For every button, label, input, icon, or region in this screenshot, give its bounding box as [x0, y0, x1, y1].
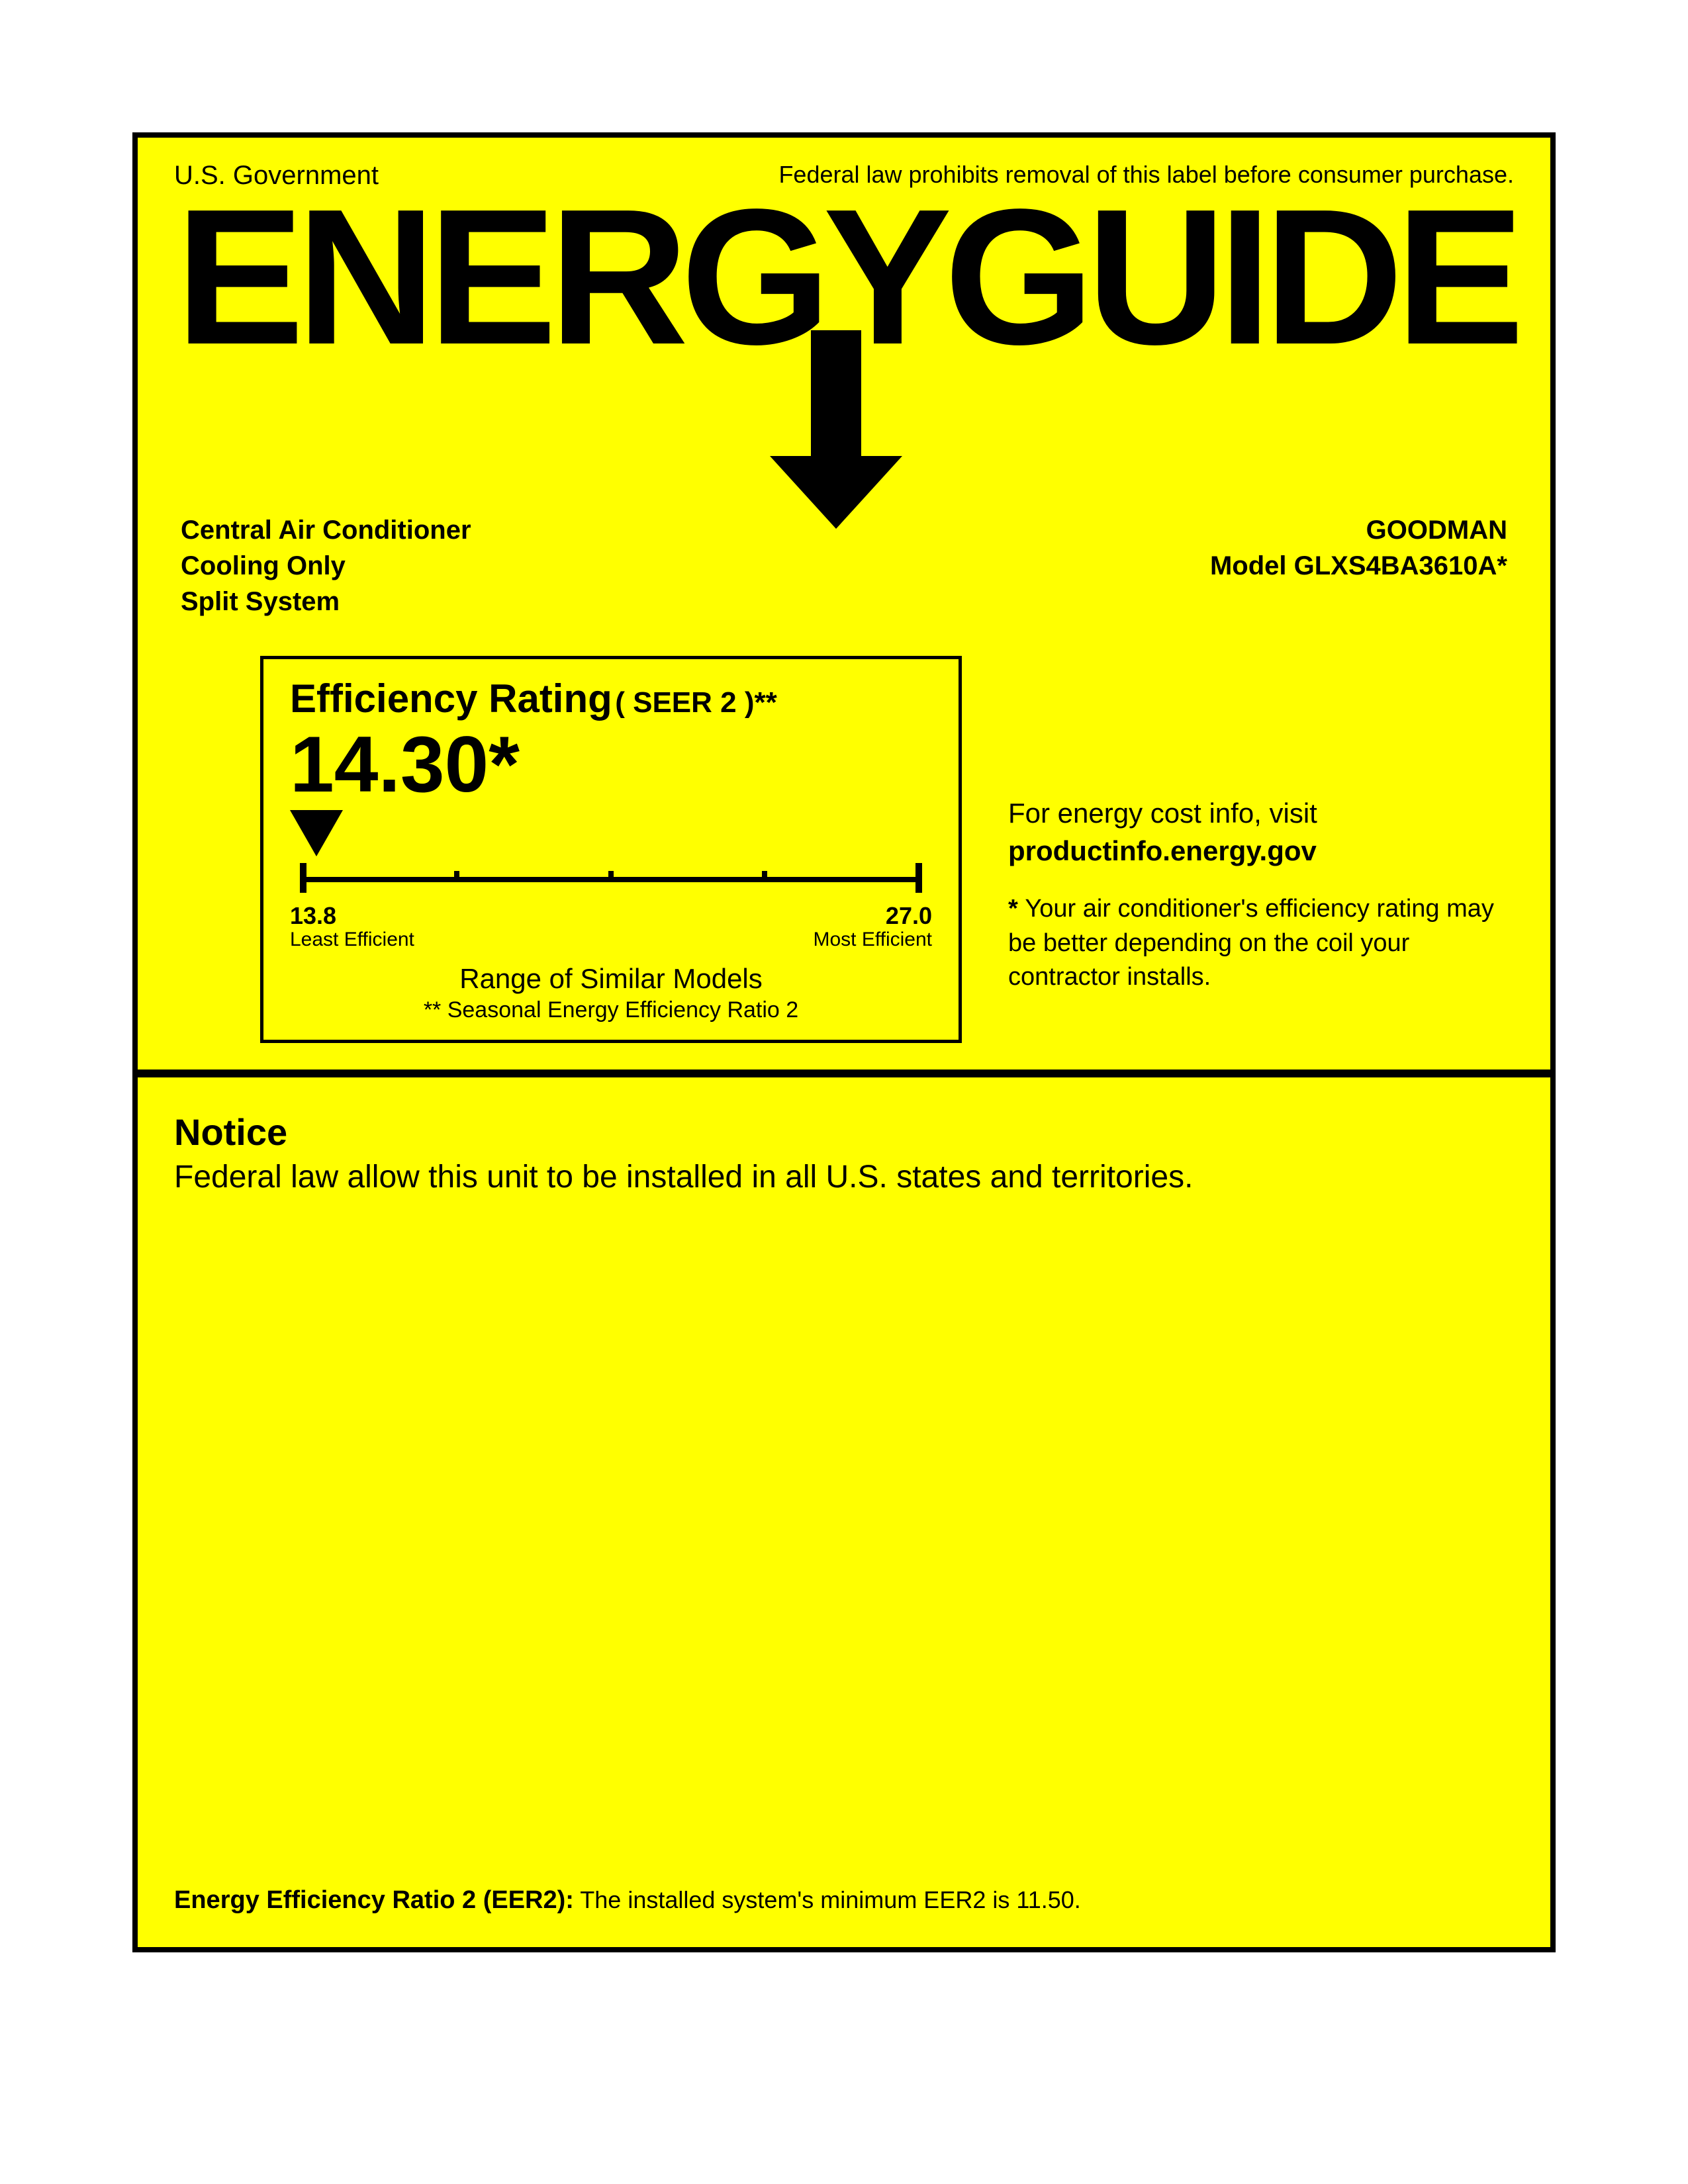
efficiency-title-row: Efficiency Rating ( SEER 2 )** [290, 676, 932, 721]
top-section: U.S. Government Federal law prohibits re… [138, 138, 1550, 1069]
scale-max-value: 27.0 [886, 902, 932, 930]
notice-heading: Notice [174, 1111, 1514, 1154]
eer-line: Energy Efficiency Ratio 2 (EER2): The in… [174, 1886, 1081, 1915]
scale-min-value: 13.8 [290, 902, 336, 930]
efficiency-side: For energy cost info, visit productinfo.… [1008, 656, 1514, 994]
header-row: U.S. Government Federal law prohibits re… [174, 161, 1514, 191]
footnote-text: Your air conditioner's efficiency rating… [1008, 895, 1494, 991]
cost-info-url: productinfo.energy.gov [1008, 833, 1514, 870]
efficiency-title-sub: ( SEER 2 )** [615, 686, 777, 719]
government-text: U.S. Government [174, 161, 379, 191]
bottom-section: Notice Federal law allow this unit to be… [138, 1077, 1550, 1944]
efficiency-footnote: * Your air conditioner's efficiency rati… [1008, 892, 1514, 994]
range-caption: Range of Similar Models [290, 963, 932, 995]
page: U.S. Government Federal law prohibits re… [0, 0, 1688, 2184]
energyguide-label: U.S. Government Federal law prohibits re… [132, 132, 1556, 1952]
scale-numbers: 13.8 27.0 [290, 902, 932, 930]
range-subcaption: ** Seasonal Energy Efficiency Ratio 2 [290, 997, 932, 1023]
model-number: Model GLXS4BA3610A* [1210, 548, 1507, 584]
product-line3: Split System [181, 584, 471, 619]
efficiency-value: 14.30* [290, 723, 932, 806]
scale-svg-icon [290, 810, 932, 896]
scale-min-label: Least Efficient [290, 929, 414, 951]
product-line2: Cooling Only [181, 548, 471, 584]
scale-labels: Least Efficient Most Efficient [290, 929, 932, 951]
efficiency-wrap: Efficiency Rating ( SEER 2 )** 14.30* [174, 656, 1514, 1043]
scale-max-label: Most Efficient [813, 929, 932, 951]
federal-law-text: Federal law prohibits removal of this la… [778, 161, 1514, 189]
cost-info-line: For energy cost info, visit [1008, 795, 1514, 833]
brand-logo: ENERGYGUIDE [174, 195, 1514, 539]
efficiency-box: Efficiency Rating ( SEER 2 )** 14.30* [260, 656, 962, 1043]
section-divider [138, 1069, 1550, 1077]
efficiency-scale: 13.8 27.0 Least Efficient Most Efficient [290, 810, 932, 951]
efficiency-title: Efficiency Rating [290, 676, 612, 721]
eer-text: The installed system's minimum EER2 is 1… [580, 1886, 1080, 1913]
notice-body: Federal law allow this unit to be instal… [174, 1159, 1514, 1195]
footnote-marker: * [1008, 895, 1018, 923]
eer-label: Energy Efficiency Ratio 2 (EER2): [174, 1886, 574, 1914]
energyguide-wordmark-icon: ENERGYGUIDE [174, 195, 1518, 539]
